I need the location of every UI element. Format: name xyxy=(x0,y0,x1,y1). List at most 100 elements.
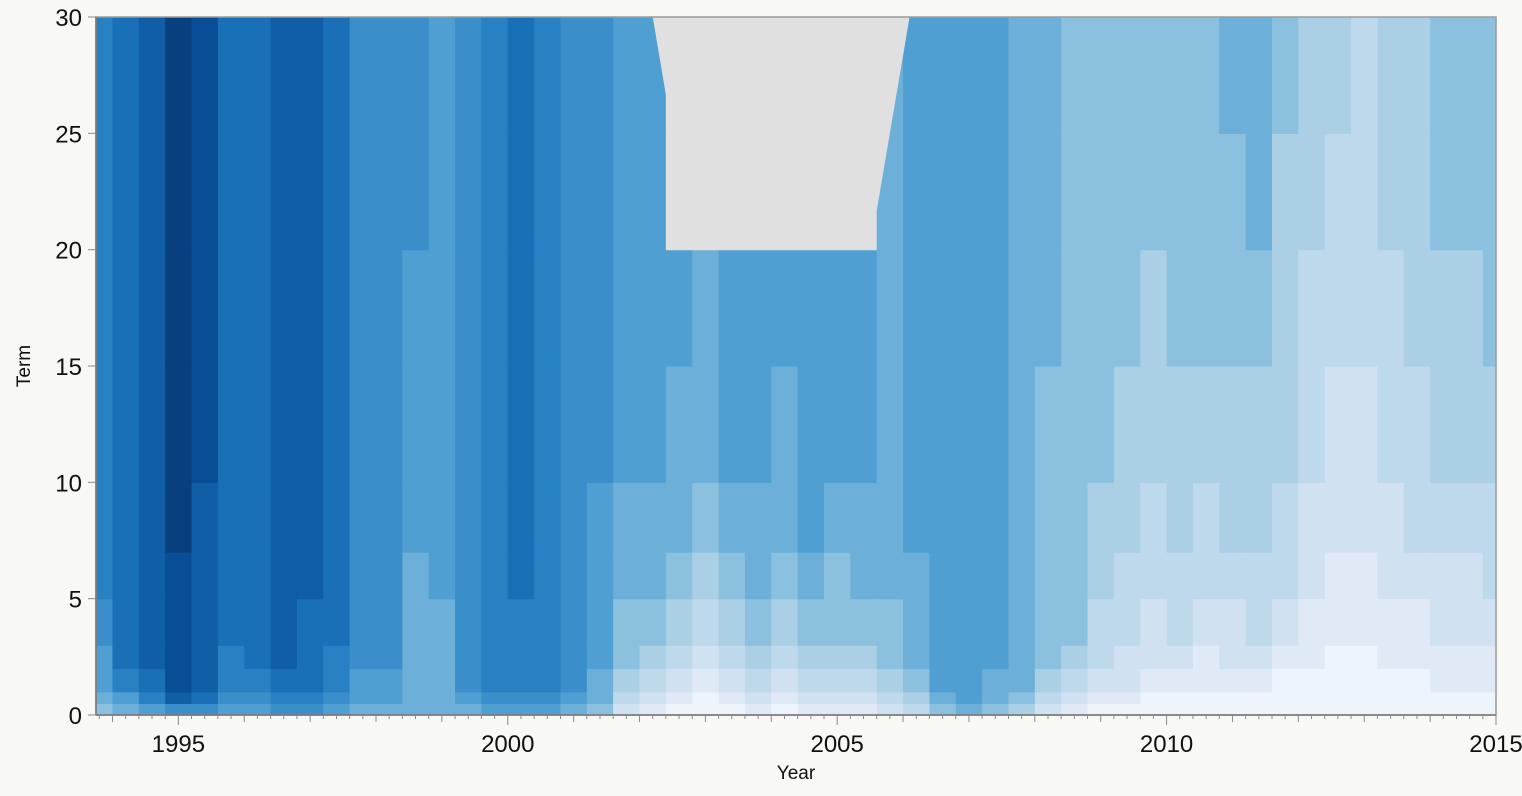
heat-cell xyxy=(244,598,272,646)
heat-cell xyxy=(481,645,509,670)
heat-cell xyxy=(1430,668,1458,693)
heat-cell xyxy=(1403,668,1431,693)
heat-cell xyxy=(96,691,114,704)
heat-cell xyxy=(1482,645,1497,670)
heat-cell xyxy=(639,703,667,716)
heat-cell xyxy=(349,598,377,646)
heat-cell xyxy=(191,703,219,716)
heat-cell xyxy=(191,249,219,367)
heat-cell xyxy=(323,703,351,716)
heat-cell xyxy=(639,598,667,646)
heat-cell xyxy=(850,645,878,670)
heat-cell xyxy=(1272,598,1299,646)
heat-cell xyxy=(402,552,430,600)
heat-cell xyxy=(1403,17,1431,134)
heat-cell xyxy=(1430,703,1458,716)
heat-cell xyxy=(1324,366,1352,483)
heat-cell xyxy=(955,133,983,251)
heat-cell xyxy=(402,645,430,670)
heat-cell xyxy=(191,133,219,251)
heat-cell xyxy=(665,366,693,483)
heat-cell xyxy=(244,366,272,483)
heat-cell xyxy=(1298,668,1326,693)
heat-cell xyxy=(639,133,667,251)
heat-cell xyxy=(402,668,430,693)
heat-cell xyxy=(112,17,140,134)
heat-cell xyxy=(1192,703,1220,716)
heat-cell xyxy=(692,366,720,483)
heat-cell xyxy=(1430,17,1458,134)
heat-cell xyxy=(1192,668,1220,693)
heat-cell xyxy=(771,249,799,367)
heat-cell xyxy=(1034,691,1062,704)
heat-cell xyxy=(797,645,825,670)
heat-cell xyxy=(455,249,483,367)
heat-cell xyxy=(876,249,904,367)
heat-cell xyxy=(1351,17,1379,134)
heat-cell xyxy=(850,366,878,483)
heat-cell xyxy=(191,598,219,646)
heat-cell xyxy=(138,691,166,704)
heat-cell xyxy=(349,249,377,367)
heat-cell xyxy=(349,552,377,600)
heat-cell xyxy=(665,482,693,553)
heat-cell xyxy=(1113,645,1141,670)
heat-cell xyxy=(1324,645,1352,670)
heat-cell xyxy=(1219,552,1247,600)
heat-cell xyxy=(534,552,562,600)
heat-cell xyxy=(534,691,562,704)
heat-cell xyxy=(1113,482,1141,553)
heat-cell xyxy=(376,366,403,483)
heat-cell xyxy=(903,133,931,251)
heat-cell xyxy=(771,703,799,716)
heat-cell xyxy=(507,17,535,134)
heat-cell xyxy=(376,133,403,251)
heat-cell xyxy=(534,645,562,670)
heat-cell xyxy=(296,645,324,670)
heat-cell xyxy=(797,249,825,367)
heat-cell xyxy=(1192,366,1220,483)
heat-cell xyxy=(270,598,298,646)
heat-cell xyxy=(1298,691,1326,704)
heat-cell xyxy=(1008,366,1036,483)
heat-cell xyxy=(955,703,983,716)
heat-cell xyxy=(718,552,746,600)
heat-cell xyxy=(718,249,746,367)
heat-cell xyxy=(850,691,878,704)
heat-cell xyxy=(1219,703,1247,716)
heat-cell xyxy=(1324,691,1352,704)
heat-cell xyxy=(903,598,931,646)
heat-cell xyxy=(1482,552,1497,600)
heat-cell xyxy=(1008,703,1036,716)
heat-cell xyxy=(507,482,535,553)
heat-cell xyxy=(1324,249,1352,367)
heat-cell xyxy=(296,133,324,251)
heat-cell xyxy=(929,552,957,600)
heat-cell xyxy=(1377,366,1405,483)
heat-cell xyxy=(1298,249,1326,367)
heat-cell xyxy=(955,691,983,704)
heat-cell xyxy=(1482,703,1497,716)
heat-cell xyxy=(1430,249,1458,367)
heat-cell xyxy=(929,133,957,251)
heat-cell xyxy=(639,668,667,693)
heat-cell xyxy=(349,17,377,134)
heat-cell xyxy=(718,366,746,483)
heat-cell xyxy=(534,17,562,134)
heat-cell xyxy=(1034,668,1062,693)
heat-cell xyxy=(1377,17,1405,134)
heat-cell xyxy=(1351,133,1379,251)
heat-cell xyxy=(217,691,245,704)
heat-cell xyxy=(718,598,746,646)
heat-cell xyxy=(481,552,509,600)
heat-cell xyxy=(244,645,272,670)
heat-cell xyxy=(586,17,614,134)
heat-cell xyxy=(165,645,193,670)
heat-cell xyxy=(296,598,324,646)
heat-cell xyxy=(376,17,403,134)
heat-cell xyxy=(744,482,772,553)
heat-cell xyxy=(165,691,193,704)
heat-cell xyxy=(1140,668,1168,693)
heat-cell xyxy=(903,645,931,670)
heat-cell xyxy=(613,668,641,693)
